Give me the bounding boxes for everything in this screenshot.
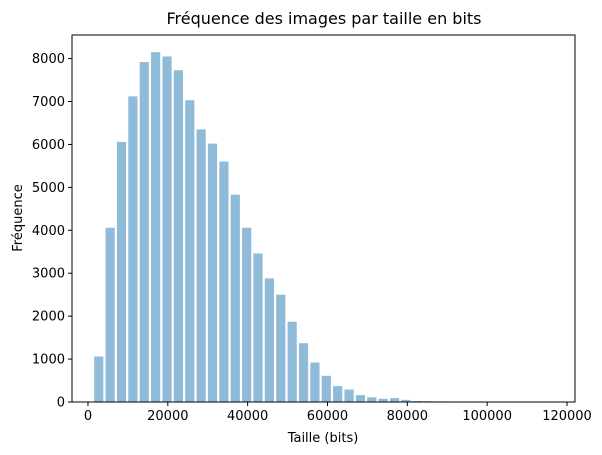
y-tick-label: 1000 [32, 353, 65, 368]
histogram-bar [401, 399, 411, 402]
histogram-bar [139, 62, 149, 402]
chart-title: Fréquence des images par taille en bits [166, 9, 481, 28]
x-axis-label: Taille (bits) [287, 431, 359, 446]
axes-frame [71, 34, 576, 403]
histogram-bar [207, 143, 218, 402]
histogram-bar [321, 375, 331, 402]
x-tick-label: 100000 [462, 409, 512, 424]
y-tick-label: 8000 [32, 52, 65, 67]
histogram-bar [344, 389, 354, 402]
y-tick-label: 3000 [32, 267, 65, 282]
histogram-bar [219, 161, 229, 402]
histogram-bar [185, 100, 195, 402]
histogram-bar [116, 141, 127, 402]
histogram-bar [287, 321, 297, 402]
y-tick-label: 2000 [32, 310, 65, 325]
x-tick-label: 20000 [147, 409, 188, 424]
histogram-bar [276, 294, 286, 402]
histogram-bar [173, 70, 183, 402]
histogram-bar [367, 397, 377, 402]
x-tick-label: 40000 [227, 409, 268, 424]
histogram-bar [310, 362, 320, 402]
histogram-bar [378, 398, 388, 402]
histogram-bar [242, 227, 252, 402]
histogram-bar [333, 386, 343, 402]
y-tick-label: 0 [57, 396, 65, 411]
y-tick-label: 6000 [32, 138, 65, 153]
histogram-bar [196, 129, 206, 403]
histogram-bar [253, 253, 263, 402]
histogram-bar [162, 56, 172, 403]
bars-group [94, 52, 559, 403]
y-tick-label: 4000 [32, 224, 65, 239]
y-axis-ticks: 0 1000 2000 3000 4000 5000 6000 7000 8000 [32, 52, 72, 411]
y-tick-label: 5000 [32, 181, 65, 196]
y-axis-label: Fréquence [11, 184, 26, 251]
y-tick-label: 7000 [32, 95, 65, 110]
histogram-bar [230, 194, 240, 402]
plot-border [71, 34, 576, 403]
histogram-bar [105, 227, 115, 402]
x-tick-label: 80000 [387, 409, 428, 424]
histogram-bar [389, 398, 400, 402]
histogram-bar [264, 278, 274, 402]
x-tick-label: 120000 [542, 409, 592, 424]
histogram-bar [355, 395, 366, 402]
x-axis-ticks: 0 20000 40000 60000 80000 100000 120000 [84, 402, 592, 424]
x-tick-label: 0 [84, 409, 92, 424]
histogram-bar [94, 356, 104, 402]
histogram-bar [128, 96, 138, 402]
histogram-bar [298, 343, 309, 402]
histogram-bar [151, 52, 161, 403]
x-tick-label: 60000 [307, 409, 348, 424]
